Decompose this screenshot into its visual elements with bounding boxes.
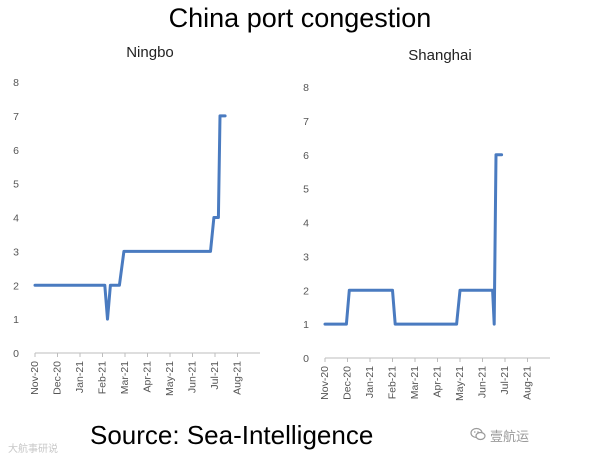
wechat-icon	[470, 427, 486, 441]
ningbo-y-tick-label: 0	[13, 348, 19, 360]
ningbo-y-tick-label: 3	[13, 246, 19, 258]
ningbo-y-tick-label: 2	[13, 280, 19, 292]
shanghai-x-tick-label: Jun-21	[477, 366, 489, 398]
shanghai-x-tick-label: Feb-21	[387, 366, 399, 399]
ningbo-chart-title: Ningbo	[126, 44, 174, 61]
shanghai-y-tick-label: 3	[303, 251, 309, 263]
shanghai-y-tick-label: 5	[303, 184, 309, 196]
shanghai-x-tick-label: Aug-21	[522, 366, 534, 400]
ningbo-x-tick-label: Aug-21	[232, 361, 244, 395]
shanghai-chart-title: Shanghai	[408, 47, 471, 64]
watermark-right: 壹航运	[490, 430, 530, 445]
ningbo-y-tick-label: 5	[13, 179, 19, 191]
watermark-left: 大航事研说	[8, 444, 58, 455]
ningbo-x-tick-label: Nov-20	[29, 361, 41, 395]
shanghai-y-tick-label: 0	[303, 353, 309, 365]
ningbo-y-tick-label: 4	[13, 213, 19, 225]
ningbo-x-tick-label: Dec-20	[52, 361, 64, 395]
shanghai-x-tick-label: Dec-20	[342, 366, 354, 400]
shanghai-y-tick-label: 7	[303, 116, 309, 128]
ningbo-x-tick-label: Jan-21	[74, 361, 86, 393]
ningbo-y-tick-label: 6	[13, 145, 19, 157]
ningbo-series-line	[33, 114, 227, 321]
ningbo-y-tick-label: 1	[13, 314, 19, 326]
shanghai-x-tick-label: Jul-21	[499, 366, 511, 395]
shanghai-x-tick-label: Apr-21	[432, 366, 444, 398]
shanghai-y-tick-label: 8	[303, 82, 309, 94]
shanghai-y-tick-label: 2	[303, 285, 309, 297]
ningbo-y-tick-label: 8	[13, 77, 19, 89]
source-footer: Source: Sea-Intelligence	[90, 420, 374, 450]
ningbo-x-tick-label: Jun-21	[187, 361, 199, 393]
shanghai-y-tick-label: 1	[303, 319, 309, 331]
shanghai-x-tick-label: Jan-21	[364, 366, 376, 398]
ningbo-x-tick-label: Jul-21	[209, 361, 221, 390]
ningbo-x-tick-label: May-21	[164, 361, 176, 396]
shanghai-x-tick-label: Mar-21	[409, 366, 421, 399]
shanghai-series-line	[323, 153, 504, 326]
shanghai-y-tick-label: 4	[303, 218, 309, 230]
shanghai-x-tick-label: May-21	[454, 366, 466, 401]
shanghai-x-tick-label: Nov-20	[319, 366, 331, 400]
ningbo-x-tick-label: Mar-21	[119, 361, 131, 394]
ningbo-x-tick-label: Apr-21	[142, 361, 154, 393]
ningbo-x-tick-label: Feb-21	[97, 361, 109, 394]
page-title: China port congestion	[168, 3, 432, 33]
ningbo-y-tick-label: 7	[13, 111, 19, 123]
shanghai-y-tick-label: 6	[303, 150, 309, 162]
